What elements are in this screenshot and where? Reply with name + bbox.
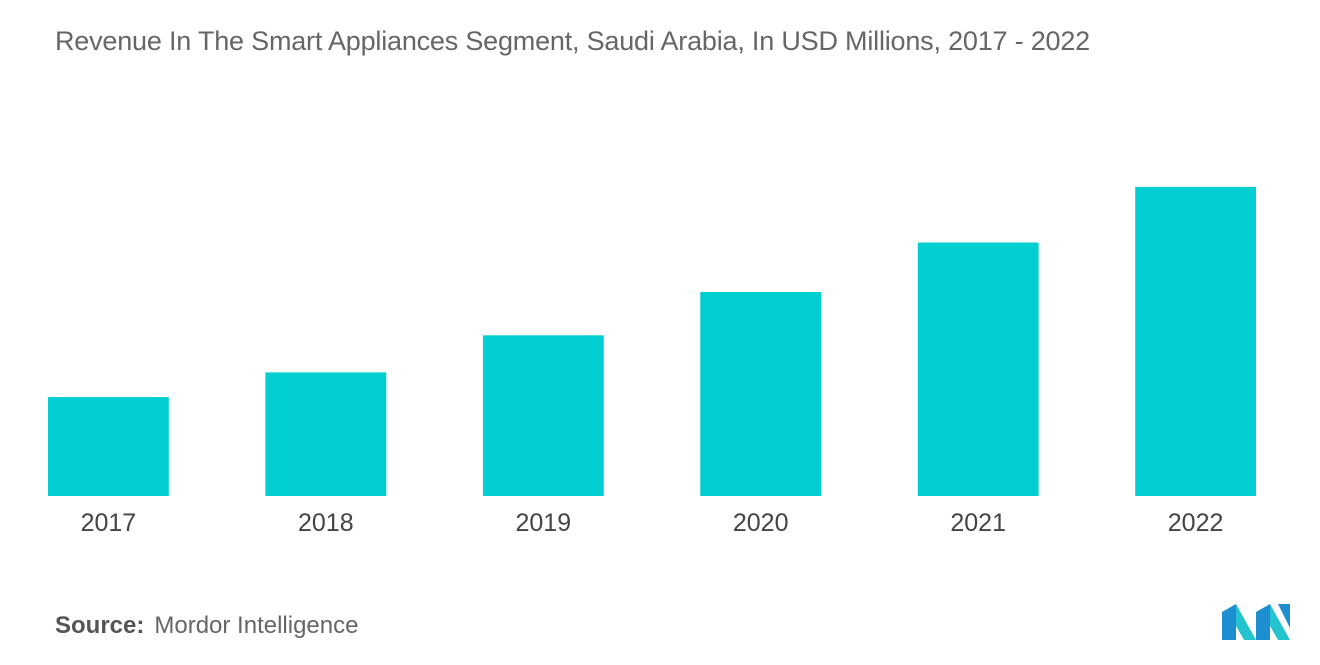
- x-tick-label-2019: 2019: [515, 509, 571, 537]
- x-tick-label-2018: 2018: [298, 509, 354, 537]
- bar-chart: 2017 2018 2019 2020 2021 2022: [48, 186, 1256, 537]
- bar-2017: [48, 397, 169, 496]
- bars-group: [48, 186, 1256, 496]
- x-tick-label-2020: 2020: [733, 509, 789, 537]
- x-tick-label-2022: 2022: [1168, 509, 1224, 537]
- bar-2021: [917, 242, 1039, 496]
- bar-2020: [700, 292, 822, 496]
- mordor-intelligence-logo-icon: [1222, 604, 1290, 640]
- source-text: Mordor Intelligence: [154, 612, 359, 639]
- bar-2022: [1135, 186, 1256, 496]
- source-note: Source: Mordor Intelligence: [55, 612, 358, 640]
- x-tick-label-2021: 2021: [950, 509, 1006, 537]
- chart-title: Revenue In The Smart Appliances Segment,…: [55, 26, 1091, 56]
- x-tick-label-2017: 2017: [81, 509, 137, 537]
- bar-2018: [265, 372, 387, 496]
- source-label: Source:: [55, 612, 145, 639]
- x-axis-tick-labels: 2017 2018 2019 2020 2021 2022: [81, 509, 1224, 537]
- bar-2019: [482, 335, 604, 496]
